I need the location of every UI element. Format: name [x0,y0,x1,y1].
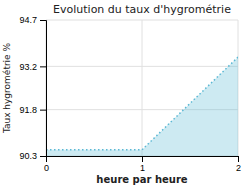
y-axis-title: Taux hygrométrie % [2,42,12,134]
marks [46,57,238,156]
tick: 93.2 [19,62,46,72]
chart: 0 1 2 90.3 91.8 93.2 94.7 Evolution du taux d'h… [0,0,250,188]
tick-mark [40,110,46,111]
x-axis: 0 1 2 [44,156,241,173]
tick-label: 1 [140,163,145,173]
tick-mark [40,156,46,157]
y-axis: 90.3 91.8 93.2 94.7 [19,15,46,161]
tick-mark [142,156,143,162]
tick: 0 [44,156,49,173]
tick-label: 93.2 [19,62,37,72]
x-axis-title: heure par heure [96,174,187,185]
plot: 0 1 2 90.3 91.8 93.2 94.7 [19,15,241,173]
tick: 91.8 [19,105,46,115]
tick: 90.3 [19,151,46,161]
area [46,57,238,156]
grid [46,20,238,156]
tick-label: 2 [236,163,241,173]
title: Evolution du taux d'hygrométrie [53,3,231,16]
tick: 1 [140,156,145,173]
tick-label: 90.3 [19,151,37,161]
line [46,57,238,150]
tick-mark [40,66,46,67]
axis-line [47,157,239,163]
axis-line [40,21,47,157]
tick: 2 [236,156,241,173]
tick-label: 0 [44,163,49,173]
tick: 94.7 [19,15,46,25]
grid-line [142,20,143,156]
tick-mark [40,20,46,21]
tick-mark [238,156,239,162]
tick-label: 91.8 [19,105,37,115]
tick-label: 94.7 [19,15,37,25]
